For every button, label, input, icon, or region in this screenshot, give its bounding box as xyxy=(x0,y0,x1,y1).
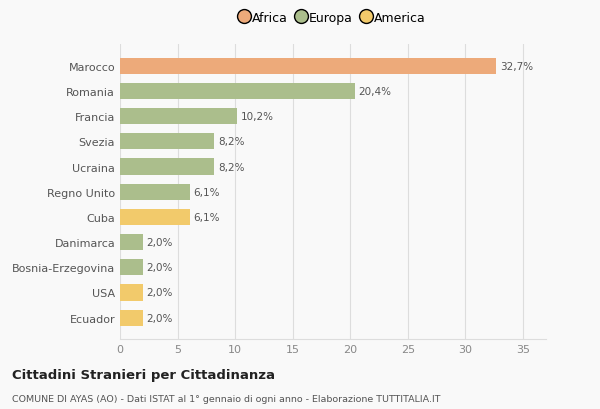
Text: 2,0%: 2,0% xyxy=(146,288,173,298)
Text: 32,7%: 32,7% xyxy=(500,62,533,72)
Bar xyxy=(120,83,355,100)
Bar xyxy=(120,159,214,175)
Text: 10,2%: 10,2% xyxy=(241,112,274,122)
Bar xyxy=(120,109,238,125)
Text: 2,0%: 2,0% xyxy=(146,313,173,323)
Bar xyxy=(120,285,143,301)
Text: 20,4%: 20,4% xyxy=(358,87,391,97)
Legend: Africa, Europa, America: Africa, Europa, America xyxy=(235,7,431,30)
Text: Cittadini Stranieri per Cittadinanza: Cittadini Stranieri per Cittadinanza xyxy=(12,369,275,381)
Text: 8,2%: 8,2% xyxy=(218,162,244,172)
Text: 2,0%: 2,0% xyxy=(146,238,173,247)
Bar xyxy=(120,58,496,75)
Bar xyxy=(120,209,190,225)
Text: 6,1%: 6,1% xyxy=(194,187,220,197)
Bar xyxy=(120,134,214,150)
Text: 8,2%: 8,2% xyxy=(218,137,244,147)
Text: 6,1%: 6,1% xyxy=(194,212,220,222)
Bar xyxy=(120,259,143,276)
Bar xyxy=(120,184,190,200)
Text: COMUNE DI AYAS (AO) - Dati ISTAT al 1° gennaio di ogni anno - Elaborazione TUTTI: COMUNE DI AYAS (AO) - Dati ISTAT al 1° g… xyxy=(12,394,440,403)
Text: 2,0%: 2,0% xyxy=(146,263,173,273)
Bar xyxy=(120,234,143,251)
Bar xyxy=(120,310,143,326)
